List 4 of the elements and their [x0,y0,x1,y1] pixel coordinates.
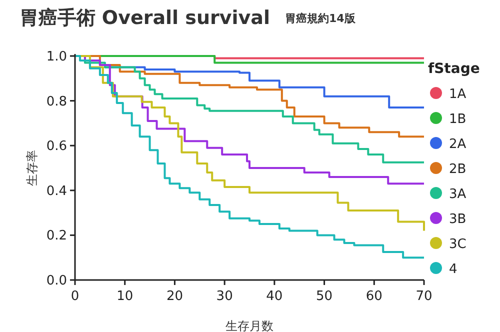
ylabel: 生存率 [25,150,39,186]
xlabel: 生存月数 [226,319,274,332]
subtitle: 胃癌規約14版 [285,12,356,25]
title: 胃癌手術 Overall survival [19,7,270,29]
